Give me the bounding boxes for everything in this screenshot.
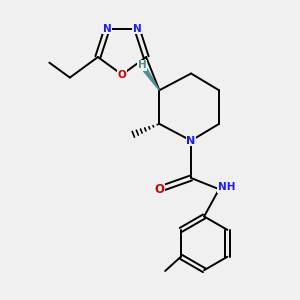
Text: N: N [186,136,196,146]
Text: O: O [118,70,126,80]
Text: NH: NH [218,182,235,192]
Text: O: O [154,183,164,196]
Polygon shape [143,69,159,90]
Text: N: N [103,24,112,34]
Text: N: N [133,24,141,34]
Text: H: H [138,60,146,70]
